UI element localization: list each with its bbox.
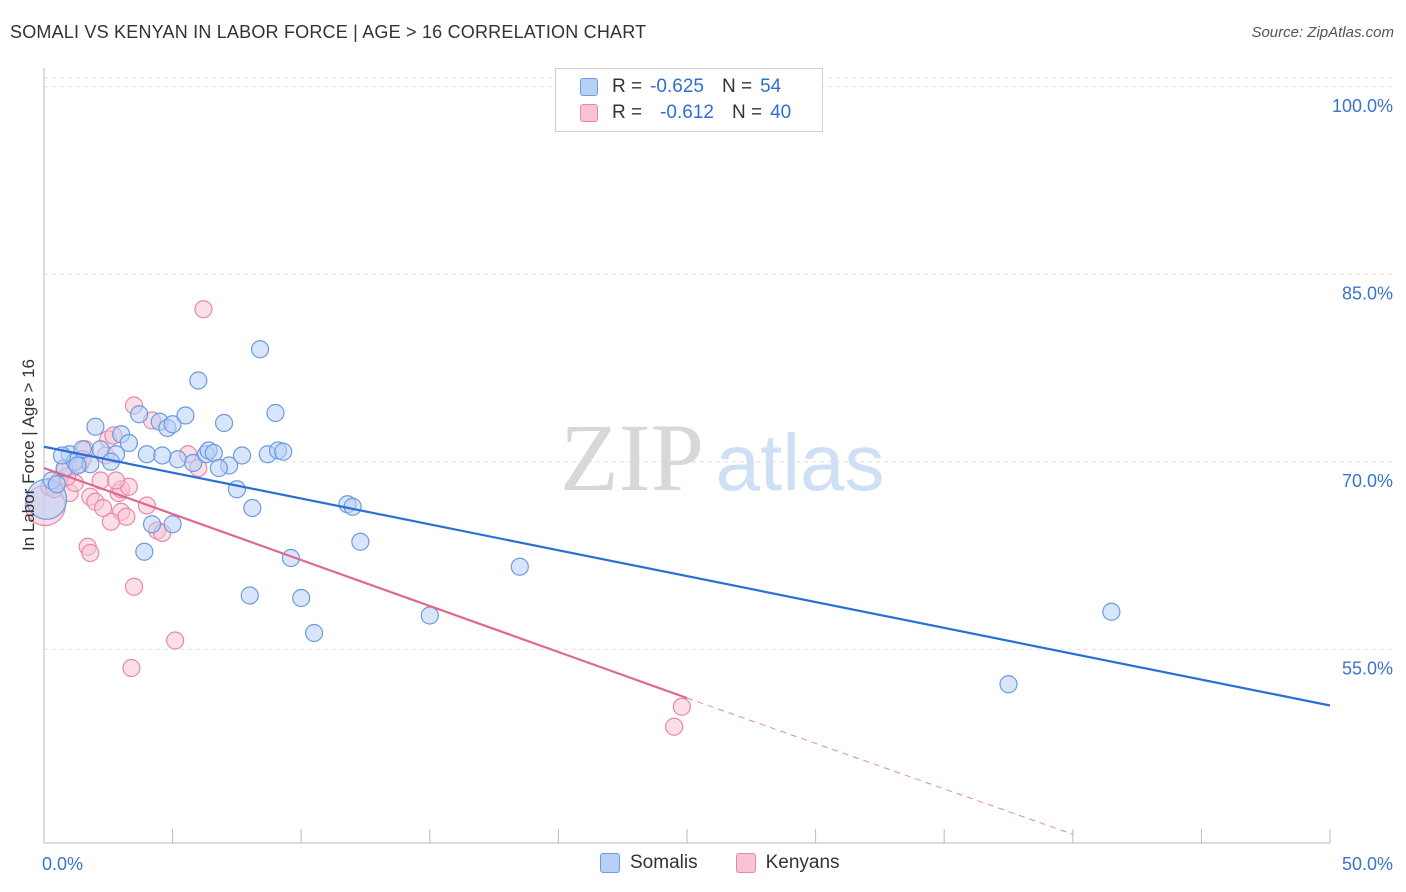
kenyan-point [166,631,185,650]
somali-point [292,588,311,608]
kenyan-legend-label: Kenyans [765,852,840,873]
n-value: 40 [770,102,792,123]
somali-trend-line [43,445,1331,707]
r-value: -0.612 [660,102,714,123]
somali-point [153,446,172,465]
y-tick-label: 85.0% [1342,283,1393,303]
somali-point [47,475,66,494]
n-value: 54 [760,76,782,97]
somali-point [163,515,182,534]
kenyan-point [194,300,213,319]
somali-point [999,675,1018,694]
y-tick-label: 70.0% [1342,471,1393,491]
somali-point [68,456,87,475]
somali-point [86,417,105,436]
legend-item-somalis[interactable]: Somalis [600,852,698,874]
somali-point [137,445,156,464]
correlation-legend: R = -0.625 N = 54 R = -0.612 N = 40 [555,68,823,132]
kenyan-trend-extension [686,697,1073,835]
n-label: N = [721,76,753,97]
somali-point [209,458,228,478]
somali-point [119,433,138,453]
somali-point [142,515,162,534]
kenyan-point [81,543,100,563]
r-label: R = [612,102,643,123]
tick-labels: 100.0% 85.0% 70.0% 55.0% 0.0% 50.0% [42,96,1393,874]
kenyan-point [124,577,144,596]
kenyan-point [94,498,113,518]
somali-point [250,340,270,359]
somali-point [304,623,324,643]
n-label: N = [731,102,763,123]
source-label: Source: ZipAtlas.com [1251,24,1394,41]
axes [43,68,1331,844]
trend-lines [43,445,1331,835]
x-tick-label: 0.0% [42,854,83,874]
somali-point [351,532,370,551]
kenyan-points [24,300,691,736]
watermark-zip: ZIP [560,404,704,511]
y-axis-label: In Labor Force | Age > 16 [19,359,38,551]
grid-lines [44,77,1395,650]
watermark-atlas: atlas [716,418,885,507]
somali-point [240,586,259,605]
legend-item-kenyans[interactable]: Kenyans [735,852,840,874]
r-label: R = [612,76,643,97]
somali-point [232,446,252,465]
somali-swatch [580,78,598,96]
kenyan-point [665,717,684,736]
somali-point [266,403,285,423]
legend-row-kenyans: R = -0.612 N = 40 [580,100,791,126]
somali-point [274,442,293,461]
somali-point [176,406,195,425]
kenyan-point [117,507,136,526]
somali-point [214,413,234,433]
kenyan-point [106,471,126,490]
kenyan-point [672,697,691,716]
somali-point [130,405,149,424]
somali-point [510,557,529,576]
somali-point [184,453,203,473]
somali-point [1102,602,1121,621]
r-value: -0.625 [650,76,704,97]
somali-point [420,606,439,625]
x-tick-label: 50.0% [1342,854,1393,874]
watermark: ZIP atlas [560,404,884,511]
kenyan-trend-line [43,466,688,700]
somali-point [163,415,182,434]
series-legend: Somalis Kenyans [600,852,878,874]
somali-legend-label: Somalis [630,852,698,873]
y-tick-label: 100.0% [1332,96,1393,116]
somali-point [168,450,187,469]
somali-legend-swatch [600,853,620,873]
somali-point [243,498,262,518]
chart-title: SOMALI VS KENYAN IN LABOR FORCE | AGE > … [10,22,647,42]
somali-points [25,340,1121,694]
kenyan-legend-swatch [735,853,756,873]
somali-point [189,371,208,390]
kenyan-point [101,512,120,531]
kenyan-swatch [580,104,598,122]
kenyan-point [122,658,141,678]
y-tick-label: 55.0% [1342,658,1393,678]
legend-row-somalis: R = -0.625 N = 54 [580,74,781,100]
somali-point [135,542,154,561]
